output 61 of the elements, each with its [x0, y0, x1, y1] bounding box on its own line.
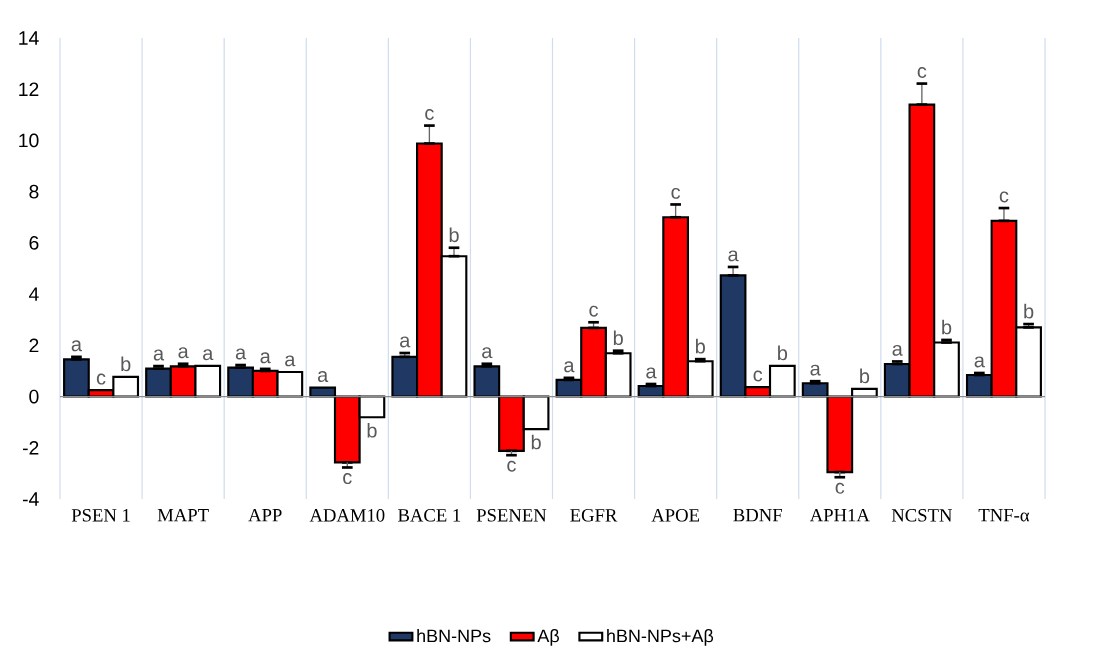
data-label: b: [778, 345, 788, 361]
data-label: a: [153, 349, 165, 361]
data-label: a: [235, 348, 247, 360]
data-label: c: [589, 305, 599, 317]
data-label: a: [482, 347, 493, 359]
y-tick-label: -2: [22, 441, 39, 455]
data-label: c: [999, 191, 1009, 203]
data-label: a: [178, 347, 189, 359]
x-tick-label: BACE 1: [398, 509, 461, 522]
data-label: b: [860, 368, 870, 384]
data-label: c: [343, 473, 352, 485]
y-tick-label: 2: [29, 338, 39, 353]
data-label: c: [671, 187, 681, 199]
data-label: b: [695, 338, 705, 354]
data-label: c: [835, 482, 845, 494]
data-label: a: [892, 344, 903, 356]
y-tick-label: 12: [19, 82, 39, 96]
x-tick-label: ADAM10: [309, 509, 385, 522]
data-label: c: [507, 460, 516, 472]
data-label: b: [449, 227, 459, 243]
data-label: b: [367, 422, 377, 438]
data-label: a: [728, 250, 739, 262]
data-label: b: [613, 330, 623, 346]
data-label: a: [203, 349, 214, 361]
data-label: a: [564, 361, 575, 373]
data-label: b: [121, 356, 131, 372]
legend-label: Aβ: [537, 629, 559, 646]
x-tick-label: PSENEN: [476, 509, 547, 522]
data-label: a: [974, 356, 985, 368]
x-tick-label: APP: [248, 509, 282, 522]
data-label: a: [646, 367, 657, 379]
x-tick-label: APH1A: [809, 509, 870, 522]
data-label: a: [400, 336, 411, 348]
y-tick-label: 8: [29, 184, 39, 199]
y-tick-label: 10: [19, 133, 39, 148]
data-label: a: [260, 352, 271, 364]
y-tick-label: 6: [29, 236, 39, 250]
legend-label: hBN-NPs: [417, 629, 491, 643]
data-label: b: [531, 434, 541, 450]
data-label: c: [425, 109, 434, 120]
x-tick-label: BDNF: [733, 509, 782, 522]
y-tick-label: -4: [22, 492, 39, 506]
legend-label: hBN-NPs+Aβ: [607, 629, 714, 646]
data-label: b: [1024, 303, 1034, 319]
data-label: a: [71, 340, 82, 352]
x-tick-label: TNF-α: [978, 509, 1030, 522]
data-label: b: [942, 319, 952, 335]
x-tick-label: EGFR: [570, 509, 618, 522]
data-label: c: [917, 67, 927, 78]
data-label: a: [317, 371, 329, 382]
y-tick-label: 14: [19, 31, 39, 45]
data-label: a: [285, 355, 296, 367]
x-tick-label: NCSTN: [891, 509, 953, 522]
data-label: c: [753, 370, 763, 382]
x-tick-label: MAPT: [157, 509, 209, 522]
y-tick-label: 0: [29, 389, 39, 404]
data-label: c: [96, 373, 106, 385]
data-label: a: [810, 364, 821, 376]
y-tick-label: 4: [28, 287, 39, 301]
x-tick-label: PSEN 1: [71, 509, 130, 522]
x-tick-label: APOE: [651, 509, 700, 522]
